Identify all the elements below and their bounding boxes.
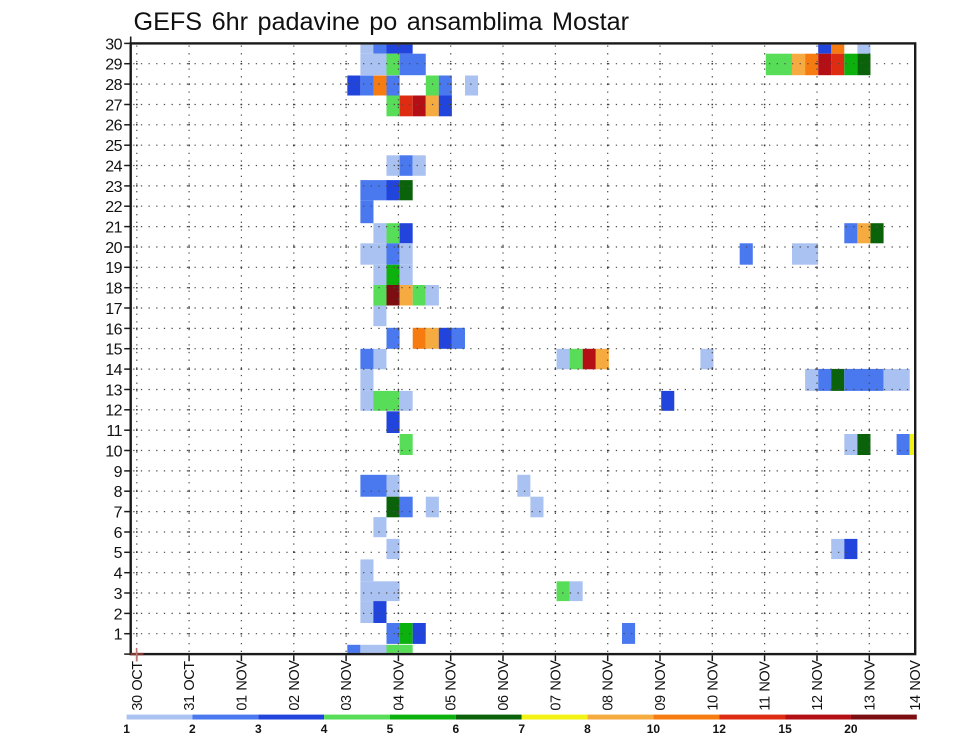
svg-text:14: 14 — [105, 362, 122, 379]
svg-text:9: 9 — [114, 464, 123, 481]
svg-text:11: 11 — [106, 423, 122, 440]
svg-text:13: 13 — [105, 382, 122, 399]
svg-text:27: 27 — [105, 97, 122, 114]
svg-text:3: 3 — [255, 722, 262, 736]
svg-text:11 NOV: 11 NOV — [758, 661, 774, 711]
svg-text:28: 28 — [105, 77, 122, 94]
svg-text:26: 26 — [105, 118, 122, 135]
svg-text:21: 21 — [105, 220, 122, 237]
svg-text:GEFS 6hr padavine po ansamblim: GEFS 6hr padavine po ansamblima Mostar — [134, 8, 630, 36]
svg-text:3: 3 — [114, 586, 123, 603]
svg-text:12 NOV: 12 NOV — [810, 660, 826, 711]
svg-text:23: 23 — [105, 179, 122, 196]
svg-text:8: 8 — [114, 484, 123, 501]
svg-text:08 NOV: 08 NOV — [601, 660, 617, 711]
svg-text:2: 2 — [189, 722, 196, 736]
svg-text:31 OCT: 31 OCT — [182, 661, 198, 711]
svg-text:2: 2 — [114, 606, 123, 623]
svg-text:04 NOV: 04 NOV — [391, 660, 407, 711]
svg-text:02 NOV: 02 NOV — [287, 660, 303, 711]
svg-text:5: 5 — [114, 545, 123, 562]
svg-text:6: 6 — [114, 525, 123, 542]
svg-text:29: 29 — [105, 57, 122, 74]
svg-text:13 NOV: 13 NOV — [862, 660, 878, 711]
svg-text:09 NOV: 09 NOV — [653, 660, 669, 711]
svg-text:06 NOV: 06 NOV — [496, 660, 512, 711]
svg-text:24: 24 — [105, 158, 122, 175]
svg-text:07 NOV: 07 NOV — [548, 660, 564, 711]
svg-text:01 NOV: 01 NOV — [234, 660, 250, 711]
svg-text:4: 4 — [321, 722, 328, 736]
svg-text:14 NOV: 14 NOV — [908, 660, 924, 711]
svg-text:18: 18 — [105, 281, 122, 298]
svg-text:12: 12 — [105, 403, 122, 420]
svg-text:17: 17 — [105, 301, 122, 318]
svg-text:1: 1 — [123, 722, 130, 736]
svg-text:8: 8 — [584, 722, 591, 736]
svg-text:05 NOV: 05 NOV — [444, 660, 460, 711]
svg-text:20: 20 — [844, 722, 858, 736]
svg-text:25: 25 — [105, 138, 122, 155]
svg-text:16: 16 — [105, 321, 122, 338]
svg-text:30: 30 — [105, 36, 122, 53]
svg-text:4: 4 — [114, 566, 123, 583]
svg-text:1: 1 — [114, 627, 123, 644]
svg-text:10 NOV: 10 NOV — [705, 660, 721, 711]
svg-text:12: 12 — [713, 722, 727, 736]
svg-text:19: 19 — [105, 260, 122, 277]
svg-text:15: 15 — [105, 342, 122, 359]
svg-text:7: 7 — [114, 505, 123, 522]
svg-text:20: 20 — [105, 240, 122, 257]
svg-text:5: 5 — [387, 722, 394, 736]
svg-text:10: 10 — [105, 443, 122, 460]
svg-text:6: 6 — [453, 722, 460, 736]
svg-text:15: 15 — [778, 722, 792, 736]
svg-text:22: 22 — [105, 199, 122, 216]
svg-text:7: 7 — [518, 722, 525, 736]
svg-text:03 NOV: 03 NOV — [339, 660, 355, 711]
svg-text:30 OCT: 30 OCT — [130, 661, 146, 711]
svg-text:10: 10 — [647, 722, 661, 736]
